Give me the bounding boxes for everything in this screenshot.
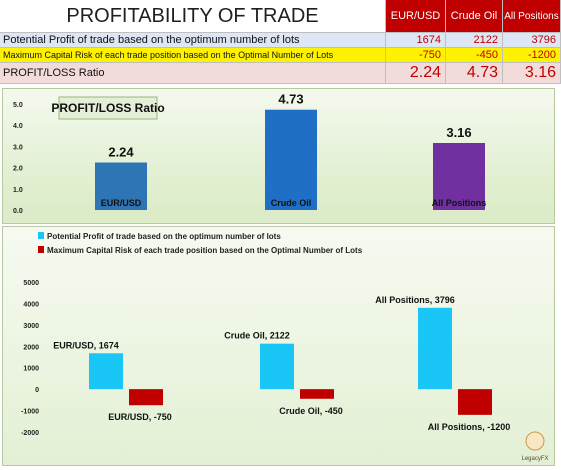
y-tick-label: 0 [35, 387, 39, 394]
summary-table: PROFITABILITY OF TRADE EUR/USD Crude Oil… [0, 0, 561, 86]
bar [260, 343, 294, 390]
table-row: PROFIT/LOSS Ratio 2.24 4.73 3.16 [0, 63, 561, 84]
cell-profit-all-positions[interactable]: 3796 [503, 33, 561, 48]
cell-profit-eurusd[interactable]: 1674 [386, 33, 446, 48]
data-label: 4.73 [278, 92, 303, 107]
row-label-profit: Potential Profit of trade based on the o… [0, 33, 386, 48]
legend-label: Potential Profit of trade based on the o… [47, 232, 281, 241]
col-header-all-positions[interactable]: All Positions [503, 0, 561, 33]
data-label: EUR/USD, -750 [108, 412, 172, 422]
y-tick-label: 4.0 [13, 123, 23, 130]
bar [129, 389, 163, 406]
y-tick-label: -2000 [21, 430, 39, 437]
category-label: Crude Oil [271, 198, 312, 208]
y-tick-label: 2.0 [13, 166, 23, 173]
chart-title-box [58, 96, 158, 120]
y-tick-label: 3.0 [13, 144, 23, 151]
row-label-risk: Maximum Capital Risk of each trade posit… [0, 48, 386, 63]
profit-risk-chart[interactable]: Potential Profit of trade based on the o… [3, 227, 554, 465]
bar [418, 307, 452, 390]
legend-swatch [38, 246, 44, 253]
bar [265, 109, 317, 210]
y-tick-label: 3000 [23, 323, 39, 330]
data-label: All Positions, -1200 [428, 422, 511, 432]
ratio-chart[interactable]: 0.0 1.0 2.0 3.0 4.0 5.0 PROFIT/LOSS Ratio 2.24 E… [3, 89, 554, 223]
category-label: All Positions [432, 198, 487, 208]
cell-ratio-eurusd[interactable]: 2.24 [386, 63, 446, 84]
table-header-row: PROFITABILITY OF TRADE EUR/USD Crude Oil… [0, 0, 561, 33]
y-tick-label: 4000 [23, 301, 39, 308]
cell-profit-crude-oil[interactable]: 2122 [446, 33, 503, 48]
cell-ratio-crude-oil[interactable]: 4.73 [446, 63, 503, 84]
cell-risk-eurusd[interactable]: -750 [386, 48, 446, 63]
y-tick-label: 2000 [23, 344, 39, 351]
chart-title: PROFIT/LOSS Ratio [51, 101, 164, 115]
data-label: 2.24 [108, 145, 134, 160]
table-row: Potential Profit of trade based on the o… [0, 33, 561, 48]
data-label: EUR/USD, 1674 [53, 340, 119, 350]
bar [458, 389, 492, 415]
y-tick-label: -1000 [21, 409, 39, 416]
legend-label: Maximum Capital Risk of each trade posit… [47, 246, 363, 255]
bar [300, 389, 334, 399]
logo-text: LegacyFX [521, 456, 548, 462]
row-label-ratio: PROFIT/LOSS Ratio [0, 63, 386, 84]
data-label: Crude Oil, -450 [279, 406, 343, 416]
data-label: 3.16 [446, 125, 471, 140]
y-tick-label: 5000 [23, 280, 39, 287]
cell-risk-crude-oil[interactable]: -450 [446, 48, 503, 63]
col-header-crude-oil[interactable]: Crude Oil [446, 0, 503, 33]
bar [89, 353, 123, 390]
bar [95, 162, 147, 210]
table-title: PROFITABILITY OF TRADE [0, 0, 386, 33]
data-label: All Positions, 3796 [375, 295, 455, 305]
category-label: EUR/USD [101, 198, 142, 208]
legend-swatch [38, 232, 44, 239]
table-row: Maximum Capital Risk of each trade posit… [0, 48, 561, 63]
ratio-chart-panel[interactable]: 0.0 1.0 2.0 3.0 4.0 5.0 PROFIT/LOSS Ratio 2.24 E… [2, 88, 555, 224]
profit-risk-chart-panel[interactable]: Potential Profit of trade based on the o… [2, 226, 555, 466]
bar [433, 143, 485, 210]
logo-emblem [525, 431, 545, 451]
y-tick-label: 0.0 [13, 208, 23, 215]
y-tick-label: 5.0 [13, 102, 23, 109]
cell-ratio-all-positions[interactable]: 3.16 [503, 63, 561, 84]
data-label: Crude Oil, 2122 [224, 331, 290, 341]
y-tick-label: 1.0 [13, 187, 23, 194]
cell-risk-all-positions[interactable]: -1200 [503, 48, 561, 63]
col-header-eurusd[interactable]: EUR/USD [386, 0, 446, 33]
y-tick-label: 1000 [23, 366, 39, 373]
